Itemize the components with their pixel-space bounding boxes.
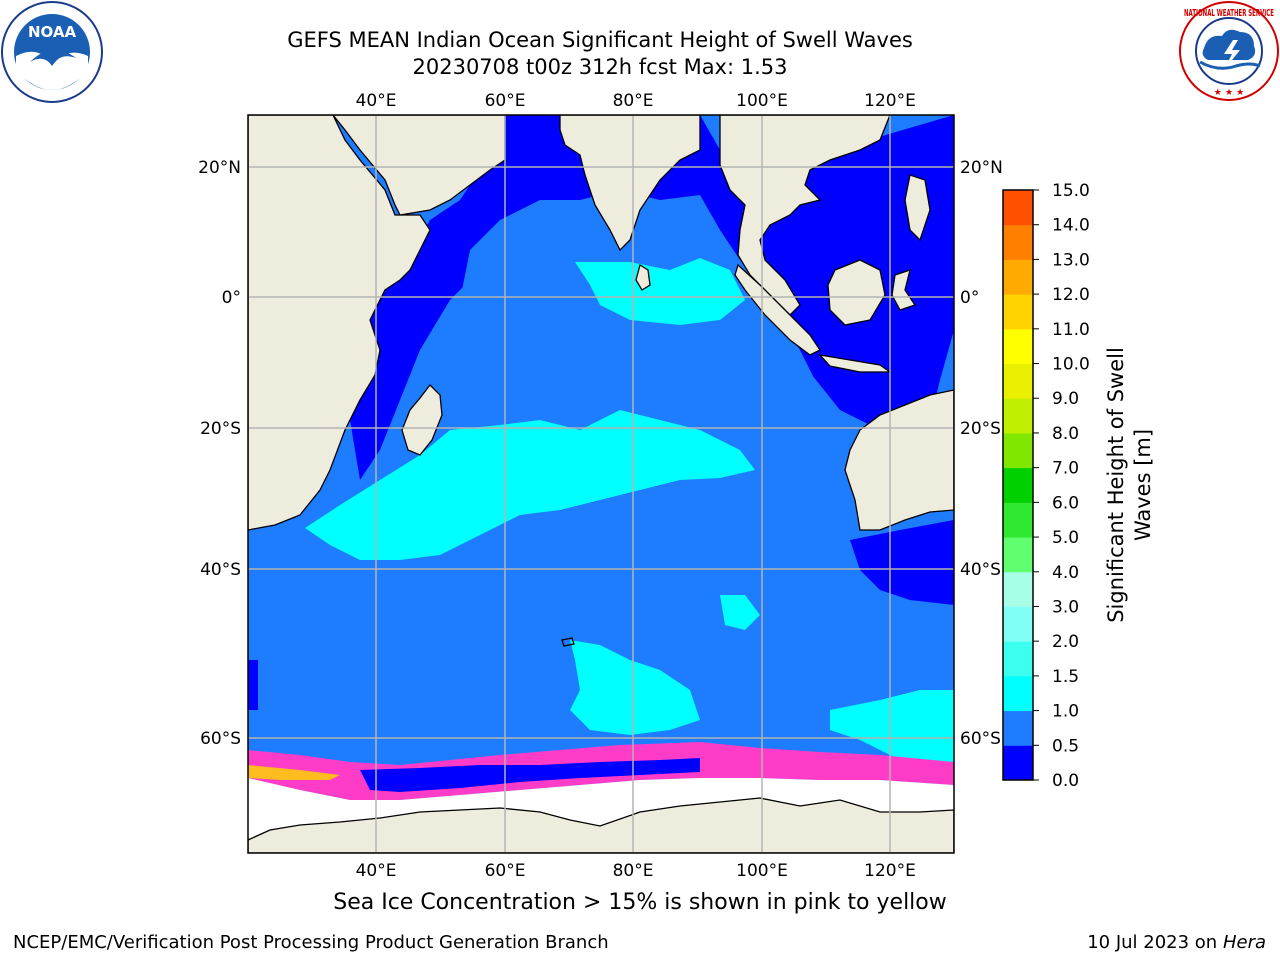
nws-logo: ★ ★ ★ NATIONAL WEATHER SERVICE [1179,1,1279,101]
latitude-labels-right: 20°N 0° 20°S 40°S 60°S [960,158,1003,749]
colorbar [1002,189,1034,781]
colorbar-segment [1003,294,1033,330]
colorbar-tick-label: 15.0 [1052,181,1090,201]
lon-tick-label-top: 100°E [736,91,788,111]
colorbar-tick-label: 9.0 [1052,389,1079,409]
lon-tick-label-top: 80°E [613,91,654,111]
lon-tick-label-top: 40°E [356,91,397,111]
longitude-labels-top: 40°E 60°E 80°E 100°E 120°E [356,91,916,111]
colorbar-label-line2: Waves [m] [1131,429,1155,541]
colorbar-tick-label: 1.0 [1052,702,1079,722]
svg-text:★ ★ ★: ★ ★ ★ [1214,88,1244,98]
low-swell-region-north [350,115,954,480]
sea-ice-inner-band [360,758,700,792]
lon-tick-label-bottom: 100°E [736,861,788,881]
lon-tick-label-top: 120°E [864,91,916,111]
colorbar-tick-labels: 0.0 0.5 1.0 1.5 2.0 3.0 4.0 5.0 6.0 7.0 8.0 9.0 10.0… [1033,181,1090,791]
colorbar-tick-label: 12.0 [1052,285,1090,305]
lon-tick-label-bottom: 80°E [613,861,654,881]
colorbar-segment [1003,363,1033,399]
lon-tick-label-bottom: 60°E [485,861,526,881]
lat-tick-label-right: 20°N [960,158,1003,178]
colorbar-segment [1003,745,1033,781]
borneo-land [827,259,886,326]
colorbar-segment [1003,224,1033,260]
colorbar-tick-label: 11.0 [1052,320,1090,340]
colorbar-segment [1003,641,1033,677]
colorbar-tick-label: 3.0 [1052,597,1079,617]
colorbar-tick-label: 8.0 [1052,424,1079,444]
colorbar-segment [1003,328,1033,365]
india-land [559,115,701,252]
sea-ice-low-band [248,765,340,780]
colorbar-tick-label: 2.0 [1052,632,1079,652]
colorbar-segment [1003,571,1033,607]
lat-tick-label-left: 0° [222,288,241,308]
colorbar-segment [1003,502,1033,538]
lat-tick-label-left: 20°N [198,158,241,178]
colorbar-segment [1003,190,1033,226]
chart-title: GEFS MEAN Indian Ocean Significant Heigh… [287,28,913,52]
sulawesi-land [891,269,917,311]
lat-tick-label-right: 60°S [960,729,1001,749]
australia-land [844,389,954,531]
high-swell-region-south-east [720,595,760,630]
colorbar-tick-label: 14.0 [1052,216,1090,236]
colorbar-segment [1003,606,1033,642]
footer-date: 10 Jul 2023 on Hera [1087,932,1266,953]
lon-tick-label-top: 60°E [485,91,526,111]
colorbar-segment [1003,398,1033,434]
low-swell-region-southeast [850,520,954,605]
colorbar-segment [1003,710,1033,746]
high-swell-region-equatorial [575,258,745,325]
high-swell-region-south [570,640,700,735]
colorbar-tick-label: 10.0 [1052,355,1090,375]
noaa-logo-text: NOAA [28,23,77,41]
sri-lanka-land [635,263,651,291]
colorbar-frame [1002,189,1034,781]
map-frame [247,114,955,854]
antarctica-land [248,797,954,853]
lat-tick-label-right: 40°S [960,560,1001,580]
high-swell-region-southeast [830,690,954,770]
high-swell-region-subtropical [305,410,755,560]
colorbar-tick-label: 7.0 [1052,459,1079,479]
lat-tick-label-right: 0° [960,288,979,308]
colorbar-segment [1003,537,1033,573]
colorbar-segment [1003,432,1033,469]
colorbar-tick-label: 6.0 [1052,493,1079,513]
kerguelen-island [561,637,575,647]
longitude-labels-bottom: 40°E 60°E 80°E 100°E 120°E [356,861,916,881]
colorbar-segment [1003,259,1033,295]
lon-tick-label-bottom: 120°E [864,861,916,881]
colorbar-tick-label: 0.0 [1052,771,1079,791]
sea-ice-caption: Sea Ice Concentration > 15% is shown in … [333,890,947,915]
nws-logo-text: NATIONAL WEATHER SERVICE [1184,8,1274,19]
colorbar-segment [1003,675,1033,712]
footer-machine: Hera [1222,932,1266,953]
footer-date-text: 10 Jul 2023 on [1087,932,1218,953]
lat-tick-label-right: 20°S [960,419,1001,439]
lon-tick-label-bottom: 40°E [356,861,397,881]
madagascar-land [401,384,443,456]
philippines-land [904,174,931,242]
low-swell-region-west [248,660,258,710]
footer-credit: NCEP/EMC/Verification Post Processing Pr… [13,932,609,953]
chart-subtitle: 20230708 t00z 312h fcst Max: 1.53 [412,55,788,79]
sumatra-land [734,263,821,356]
colorbar-tick-label: 4.0 [1052,563,1079,583]
lat-tick-label-left: 20°S [200,419,241,439]
lat-tick-label-left: 40°S [200,560,241,580]
colorbar-tick-label: 0.5 [1052,736,1079,756]
colorbar-segment [1003,467,1033,503]
colorbar-tick-label: 1.5 [1052,667,1079,687]
noaa-logo: NOAA [1,1,103,103]
lat-lon-grid [248,115,954,853]
colorbar-label-line1: Significant Height of Swell [1104,347,1128,623]
lat-tick-label-left: 60°S [200,729,241,749]
colorbar-tick-label: 13.0 [1052,250,1090,270]
latitude-labels-left: 20°N 0° 20°S 40°S 60°S [198,158,241,749]
colorbar-tick-label: 5.0 [1052,528,1079,548]
